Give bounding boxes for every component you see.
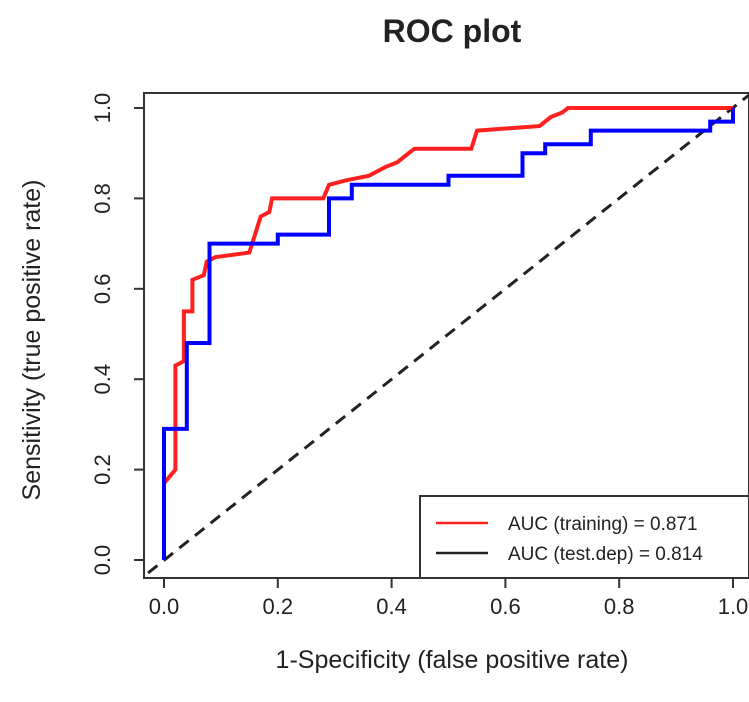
x-tick-label: 1.0 bbox=[718, 594, 749, 619]
y-tick-label: 0.6 bbox=[90, 274, 115, 305]
chart-title: ROC plot bbox=[383, 13, 522, 49]
y-tick-label: 0.2 bbox=[90, 454, 115, 485]
series-line-training bbox=[162, 106, 733, 485]
legend-box bbox=[419, 495, 749, 579]
x-tick-label: 0.2 bbox=[263, 594, 294, 619]
y-tick-label: 0.8 bbox=[90, 183, 115, 214]
legend: AUC (training) = 0.871 AUC (test.dep) = 0… bbox=[419, 495, 749, 579]
plot-area: 0.0 0.2 0.4 0.6 0.8 1.0 0.0 0.2 0.4 0.6 0.8 1.0 bbox=[90, 92, 749, 619]
x-tick-label: 0.6 bbox=[490, 594, 521, 619]
series-line-test-dep bbox=[162, 108, 735, 560]
legend-label: AUC (test.dep) = 0.814 bbox=[508, 544, 703, 565]
y-tick-label: 0.4 bbox=[90, 364, 115, 395]
x-axis-label: 1-Specificity (false positive rate) bbox=[276, 646, 629, 674]
legend-label: AUC (training) = 0.871 bbox=[508, 514, 698, 535]
reference-diagonal-line bbox=[147, 93, 749, 575]
x-tick-label: 0.4 bbox=[376, 594, 407, 619]
y-tick-label: 0.0 bbox=[90, 545, 115, 576]
x-tick-label: 0.0 bbox=[149, 594, 180, 619]
x-tick-label: 0.8 bbox=[604, 594, 635, 619]
y-axis-label: Sensitivity (true positive rate) bbox=[18, 180, 46, 501]
y-tick-label: 1.0 bbox=[90, 93, 115, 124]
